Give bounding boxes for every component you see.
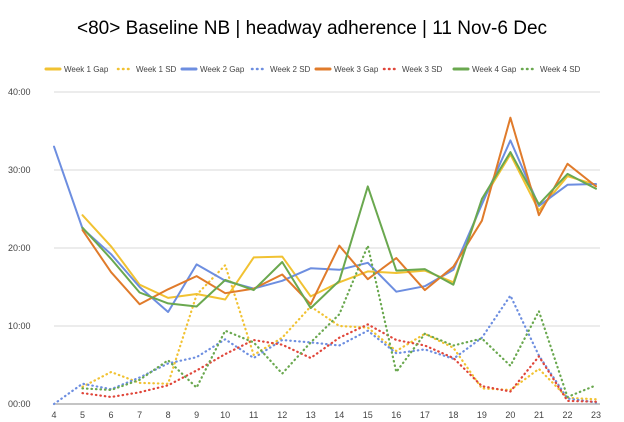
x-tick-label: 17 [420,410,430,420]
chart-title: <80> Baseline NB | headway adherence | 1… [76,18,548,39]
series-line-8 [81,244,598,399]
legend-label: Week 4 SD [540,65,581,74]
series-line-4 [52,294,598,406]
x-tick-label: 13 [306,410,316,420]
x-tick-label: 11 [249,410,258,420]
legend-label: Week 1 SD [136,65,177,74]
legend-label: Week 3 SD [402,65,443,74]
series-line-2 [81,264,598,401]
x-tick-label: 14 [334,410,344,420]
x-tick-label: 15 [363,410,373,420]
series-line-1 [81,153,597,301]
legend-label: Week 4 Gap [472,65,517,74]
x-tick-label: 23 [591,410,601,420]
y-tick-label: 10:00 [8,321,31,331]
y-tick-label: 00:00 [8,399,31,409]
x-tick-label: 9 [194,410,199,420]
legend-label: Week 3 Gap [334,65,379,74]
x-tick-label: 20 [505,410,515,420]
x-tick-label: 6 [109,410,114,420]
x-tick-label: 19 [477,410,487,420]
x-tick-label: 18 [448,410,458,420]
x-tick-label: 5 [80,410,85,420]
x-tick-label: 12 [277,410,287,420]
x-tick-label: 10 [220,410,230,420]
x-tick-label: 16 [391,410,401,420]
x-tick-label: 7 [137,410,142,420]
x-tick-label: 8 [166,410,171,420]
y-tick-label: 30:00 [8,165,31,175]
legend-label: Week 1 Gap [64,65,109,74]
y-tick-label: 40:00 [8,87,31,97]
series-line-3 [53,139,597,313]
legend-label: Week 2 SD [270,65,311,74]
x-tick-label: 22 [562,410,572,420]
x-tick-label: 4 [51,410,56,420]
x-tick-label: 21 [534,410,544,420]
y-tick-label: 20:00 [8,243,31,253]
legend-label: Week 2 Gap [200,65,245,74]
series-line-7 [81,151,597,310]
series-line-6 [81,323,598,403]
series-line-5 [81,116,597,306]
